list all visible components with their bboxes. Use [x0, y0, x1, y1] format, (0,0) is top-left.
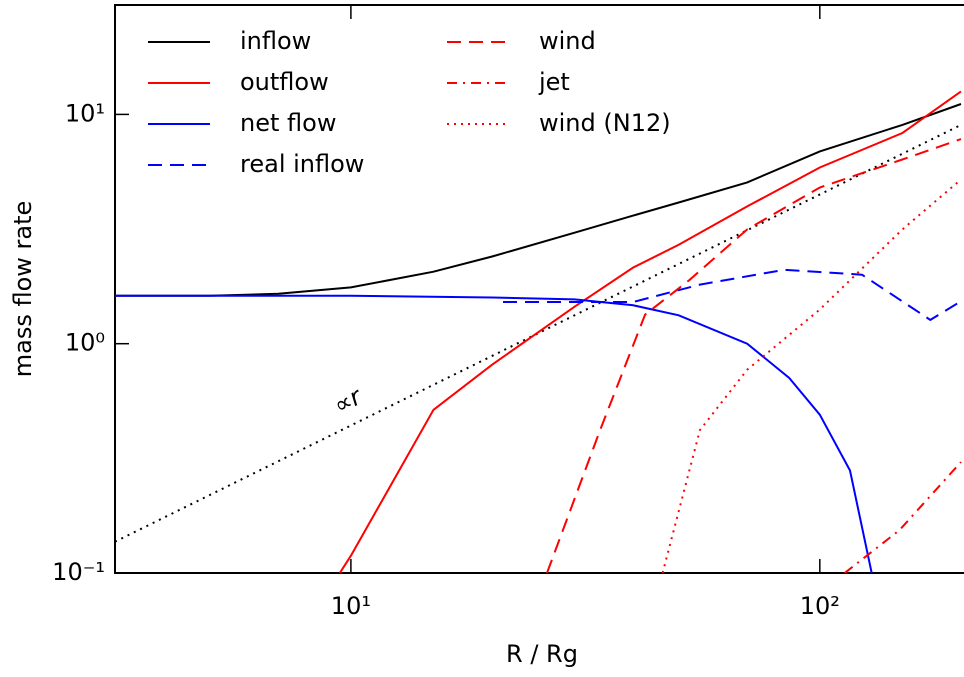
plot-area: [115, 90, 964, 573]
legend-label: net flow: [240, 109, 336, 137]
series-line: [546, 138, 962, 573]
y-tick-label: 10⁻¹: [52, 558, 105, 586]
legend-label: wind: [539, 27, 596, 55]
series-line: [844, 461, 962, 573]
legend-label: jet: [538, 68, 570, 96]
legend-label: wind (N12): [539, 109, 671, 137]
x-tick-label: 10²: [800, 592, 840, 620]
x-axis-label: R / Rg: [506, 640, 578, 668]
legend-label: real inflow: [240, 150, 364, 178]
y-tick-label: 10⁰: [65, 329, 105, 357]
annotation: ∝r: [329, 381, 368, 419]
reference-line: [115, 124, 962, 543]
legend-label: outflow: [240, 68, 329, 96]
series-line: [115, 294, 873, 573]
y-tick-label: 10¹: [65, 99, 105, 127]
legend-label: inflow: [240, 27, 311, 55]
plot-frame: [114, 4, 964, 574]
series-line: [115, 103, 962, 297]
series-line: [338, 90, 962, 573]
series-line: [661, 178, 962, 573]
y-axis-label: mass flow rate: [9, 201, 37, 378]
series-line: [503, 268, 964, 322]
x-tick-label: 10¹: [331, 592, 371, 620]
